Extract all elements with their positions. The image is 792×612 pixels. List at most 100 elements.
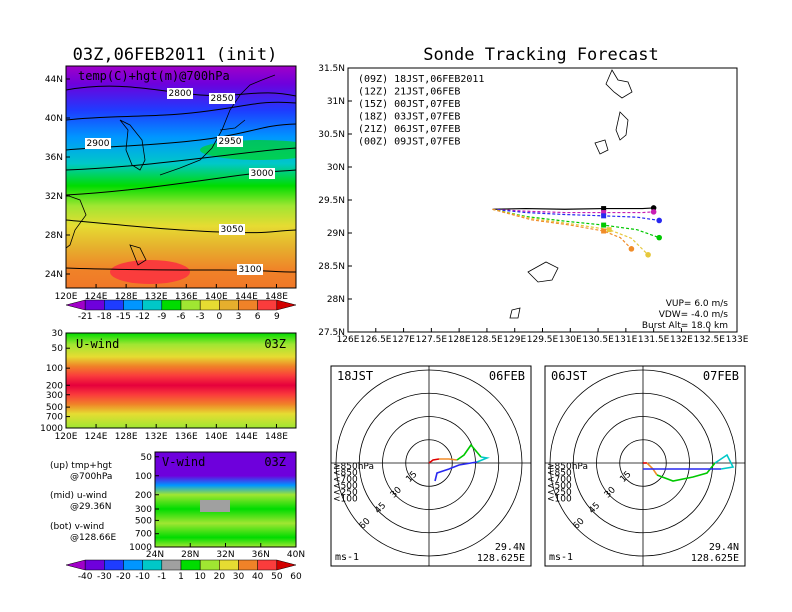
hodograph-lat: 29.4N (495, 542, 525, 553)
contour-label-3100: 3100 (239, 265, 262, 275)
map-x-tick-label: 148E (265, 292, 288, 302)
wind-colorbar-label: 30 (233, 572, 245, 582)
u-y-tick-label: 700 (46, 413, 63, 423)
korea-coast (119, 119, 146, 171)
u-x-tick-label: 136E (175, 432, 198, 442)
contour-label-bg (85, 138, 111, 149)
contour-3100 (66, 267, 296, 273)
temp-colorbar-label: 0 (216, 312, 222, 322)
contour-label-2850: 2850 (211, 94, 234, 104)
track-panel: 126E 126.5E 127E 127.5E 128E 128.5E 129E 129.5E… (318, 64, 749, 345)
map-x-tick-label: 136E (175, 292, 198, 302)
u-wind-panel: U-wind 03Z 120E 124E 128E 132E 136E 140E 144E 1… (40, 329, 297, 442)
track-legend-entry-0: (09Z) 18JST,06FEB2011 (358, 74, 484, 85)
hodograph-ring-15 (619, 439, 667, 487)
temp-colorbar-swatch (199, 299, 220, 311)
u-x-tick-label: 144E (235, 432, 258, 442)
wind-colorbar-swatch (104, 559, 124, 571)
temp-colorbar-label: -9 (157, 312, 166, 322)
track-y-tick-label: 30N (327, 163, 345, 173)
yakushima-coast (594, 139, 609, 155)
track-x-tick-label: 127.5E (416, 335, 448, 345)
track-frame (347, 67, 738, 333)
track-x-tick-label: 126E (337, 335, 360, 345)
map-y-tick-label: 36N (45, 153, 63, 163)
u-x-tick-label: 124E (85, 432, 108, 442)
v-y-tick-label: 500 (135, 516, 152, 526)
contour-label-2900: 2900 (87, 139, 110, 149)
track-landing-marker-4 (645, 251, 651, 258)
wind-colorbar-label: 1 (178, 572, 184, 582)
taiwan-coast (129, 244, 147, 266)
temp-colorbar-swatch (219, 299, 239, 311)
hodograph-level-2: <700 (547, 475, 572, 485)
track-line-2 (492, 208, 660, 222)
temp-colorbar-label: -21 (78, 312, 93, 322)
note-up-b: @700hPa (70, 472, 112, 482)
temp-colorbar-label: -15 (116, 312, 131, 322)
track-legend-entry-5: (00Z) 09JST,07FEB (358, 137, 460, 148)
map-y-tick-label: 44N (45, 75, 63, 85)
u-x-tick-label: 132E (145, 432, 168, 442)
track-burst-marker-4 (606, 227, 612, 233)
track-y-tick-label: 29.5N (318, 196, 345, 206)
contour-label-3050: 3050 (221, 225, 244, 235)
wind-colorbar-swatch (276, 559, 297, 571)
track-legend-entry-2: (15Z) 00JST,07FEB (358, 99, 460, 110)
track-legend: (09Z) 18JST,06FEB2011(12Z) 21JST,06FEB(1… (358, 74, 484, 148)
contour-label-bg (249, 168, 275, 179)
hodograph-level-5: <100 (547, 495, 572, 505)
note-bot-b: @128.66E (70, 533, 116, 543)
u-wind-field (66, 333, 296, 428)
map-field-label: temp(C)+hgt(m)@700hPa (78, 69, 230, 83)
track-x-tick-label: 128.5E (471, 335, 503, 345)
u-y-tick-label: 1000 (40, 424, 63, 434)
temp-colorbar-swatch (257, 299, 278, 311)
note-mid-b: @29.36N (70, 502, 112, 512)
map-x-tick-label: 124E (85, 292, 108, 302)
vup-note: VUP= 6.0 m/s (666, 299, 729, 309)
wind-colorbar-swatch (180, 559, 201, 571)
u-x-tick-label: 148E (265, 432, 288, 442)
hodograph-lat: 29.4N (709, 542, 739, 553)
wind-colorbar-swatch (219, 559, 239, 571)
wind-colorbar-swatch (65, 559, 86, 571)
temp-colorbar-label: -18 (97, 312, 112, 322)
hodograph-level-5: <100 (333, 495, 358, 505)
note-up-a: (up) tmp+hgt (50, 461, 112, 471)
contour-2850 (66, 101, 296, 121)
track-x-tick-label: 133E (726, 335, 749, 345)
map-x-tick-label: 128E (115, 292, 138, 302)
v-x-tick-label: 40N (287, 550, 305, 560)
temp-colorbar-swatch (180, 299, 201, 311)
u-wind-label: U-wind (76, 337, 119, 351)
hodograph-unit: ms-1 (335, 552, 359, 563)
hodograph-level-3: <500 (333, 482, 358, 492)
hodograph-trace-0 (428, 458, 440, 464)
temp-colorbar-label: -3 (196, 312, 205, 322)
japan-coast (159, 74, 276, 176)
u-y-tick-label: 300 (46, 391, 63, 401)
track-burst-marker-1 (601, 210, 607, 216)
track-x-tick-label: 126.5E (360, 335, 392, 345)
u-y-tick-label: 500 (46, 403, 63, 413)
contour-label-bg (217, 136, 243, 147)
right-title: Sonde Tracking Forecast (423, 45, 658, 65)
hodograph-level-1: <850 (333, 469, 358, 479)
track-burst-marker-0 (601, 206, 607, 212)
temp-colorbar-label: 3 (236, 312, 242, 322)
china-coast (66, 194, 87, 249)
track-x-tick-label: 132E (670, 335, 693, 345)
temp-colorbar-swatch (238, 299, 258, 311)
contour-label-2800: 2800 (169, 89, 192, 99)
v-y-tick-label: 50 (141, 453, 153, 463)
wind-colorbar-swatch (238, 559, 258, 571)
track-burst-marker-5 (601, 228, 607, 234)
wind-colorbar-label: -40 (78, 572, 93, 582)
hodograph-level-3: <500 (547, 482, 572, 492)
track-burst-marker-2 (601, 213, 607, 219)
wind-colorbar-label: 50 (271, 572, 283, 582)
